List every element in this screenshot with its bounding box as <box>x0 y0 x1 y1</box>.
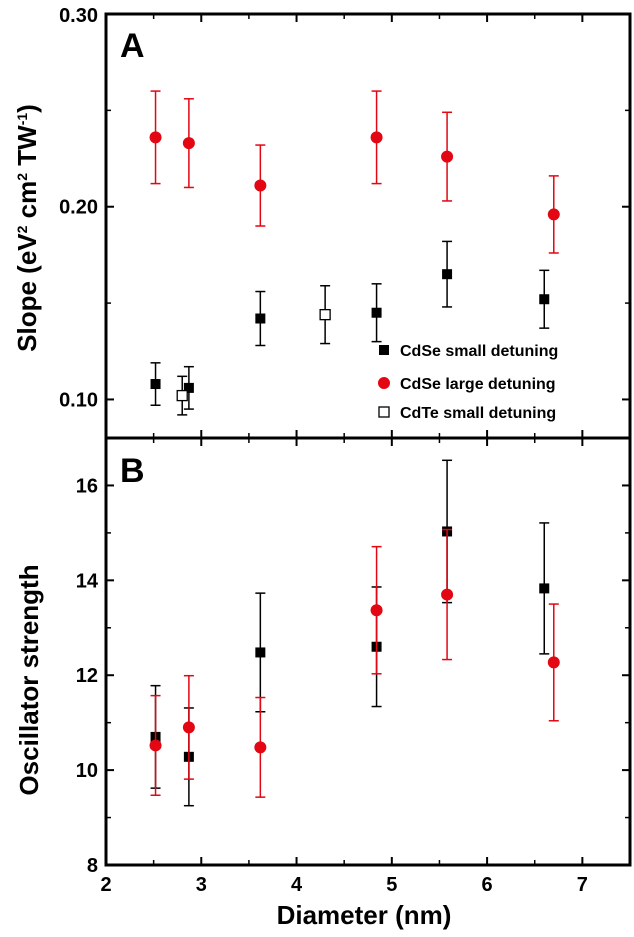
data-point-circle <box>547 208 560 221</box>
panel-b-y-tick-label: 12 <box>76 665 98 687</box>
legend-marker-cdse-small <box>379 345 389 355</box>
data-point-circle <box>441 588 454 601</box>
legend-label-cdse-large: CdSe large detuning <box>400 376 556 393</box>
data-point-open-square <box>176 389 188 402</box>
data-point-square <box>255 313 266 324</box>
legend-label-cdse-small: CdSe small detuning <box>400 343 558 360</box>
x-tick-label: 3 <box>196 874 207 896</box>
panel-b-y-axis-title: Oscillator strength <box>14 564 44 795</box>
x-axis-title: Diameter (nm) <box>277 900 452 930</box>
legend-label-cdte-small: CdTe small detuning <box>400 405 556 422</box>
x-tick-label: 2 <box>100 874 111 896</box>
x-tick-label: 6 <box>482 874 493 896</box>
data-point-square <box>183 382 194 393</box>
data-point-circle <box>547 656 560 669</box>
chart-marks: 0.10 0.20 0.30 8 10 12 14 16 2 3 4 5 6 7 <box>59 5 631 896</box>
panel-b-y-tick-label: 16 <box>76 475 98 497</box>
panel-a-y-tick-label: 0.30 <box>59 5 98 27</box>
panel-a-letter: A <box>120 27 145 65</box>
panel-b-letter: B <box>120 452 145 490</box>
data-point-circle <box>149 739 162 752</box>
data-point-circle <box>182 137 195 150</box>
panel-a-y-axis-title: Slope (eV2 cm2 TW-1) <box>12 104 42 352</box>
data-point-circle <box>149 131 162 144</box>
data-point-square <box>539 294 550 305</box>
data-point-circle <box>441 150 454 163</box>
data-point-square <box>442 269 453 280</box>
panel-b-y-tick-label: 8 <box>87 855 98 877</box>
data-point-circle <box>254 179 267 192</box>
panel-a-y-tick-label: 0.10 <box>59 389 98 411</box>
x-tick-label: 5 <box>386 874 397 896</box>
data-point-circle <box>370 604 383 617</box>
data-point-square <box>371 307 382 318</box>
x-tick-label: 7 <box>577 874 588 896</box>
data-point-circle <box>182 721 195 734</box>
data-point-open-square <box>319 309 331 321</box>
panel-a-y-tick-label: 0.20 <box>59 197 98 219</box>
legend: CdSe small detuning CdSe large detuning … <box>378 343 558 422</box>
data-point-square <box>255 647 266 658</box>
data-point-circle <box>254 741 267 754</box>
legend-marker-cdse-large <box>378 377 390 389</box>
x-tick-label: 4 <box>291 874 303 896</box>
data-point-square <box>150 379 161 390</box>
panel-a-frame <box>104 12 632 440</box>
data-point-square <box>539 583 550 594</box>
data-point-circle <box>370 131 383 144</box>
panel-b-y-tick-label: 10 <box>76 760 98 782</box>
panel-b-frame <box>104 436 632 867</box>
panel-b-y-tick-label: 14 <box>76 570 99 592</box>
legend-marker-cdte-small <box>378 406 390 418</box>
